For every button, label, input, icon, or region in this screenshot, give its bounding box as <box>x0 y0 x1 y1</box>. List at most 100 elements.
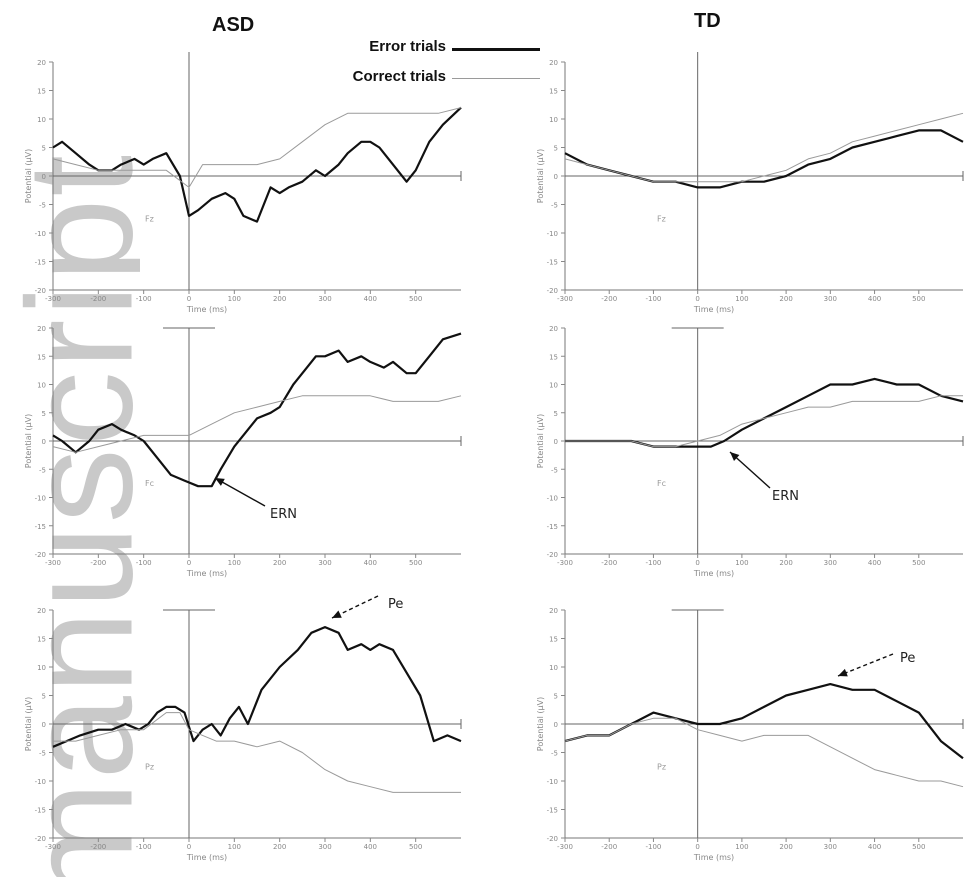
x-tick-label: 500 <box>912 295 925 303</box>
x-tick-label: 300 <box>824 843 837 851</box>
x-tick-label: 200 <box>779 843 792 851</box>
y-tick-label: 5 <box>42 145 46 153</box>
y-tick-label: -20 <box>35 551 46 559</box>
y-tick-label: 15 <box>37 353 46 361</box>
y-tick-label: 0 <box>42 438 46 446</box>
x-tick-label: -100 <box>136 843 152 851</box>
x-axis-label: Time (ms) <box>186 305 227 314</box>
y-tick-label: -20 <box>35 287 46 295</box>
x-tick-label: 300 <box>318 843 331 851</box>
x-tick-label: 100 <box>735 295 748 303</box>
y-tick-label: -20 <box>547 551 558 559</box>
x-tick-label: -100 <box>136 559 152 567</box>
x-axis-label: Time (ms) <box>693 305 734 314</box>
y-axis-label: Potential (µV) <box>24 697 33 751</box>
y-tick-label: 20 <box>549 607 558 615</box>
y-tick-label: -5 <box>551 466 558 474</box>
y-axis-label: Potential (µV) <box>24 149 33 203</box>
x-tick-label: 200 <box>779 295 792 303</box>
x-tick-label: 400 <box>364 843 377 851</box>
x-tick-label: 400 <box>868 295 881 303</box>
y-tick-label: 5 <box>554 410 558 418</box>
y-tick-label: -10 <box>35 230 46 238</box>
x-tick-label: 0 <box>187 559 191 567</box>
annotation-arrow-head <box>215 478 225 486</box>
y-tick-label: -5 <box>551 202 558 210</box>
x-tick-label: 500 <box>409 559 422 567</box>
annotation-label: Pe <box>900 651 915 666</box>
legend-label-error: Error trials <box>369 38 446 55</box>
y-tick-label: 0 <box>554 721 558 729</box>
x-tick-label: 300 <box>318 295 331 303</box>
x-tick-label: -200 <box>601 843 617 851</box>
x-tick-label: 100 <box>228 843 241 851</box>
y-tick-label: -10 <box>547 495 558 503</box>
y-tick-label: 0 <box>554 438 558 446</box>
chart-panel-asd-2: 20 15 10 5 0 -5 -10 -15 -20-300 -200 -100 0 100 200 30… <box>24 325 462 578</box>
y-axis-label: Potential (µV) <box>536 149 545 203</box>
series-line-correct <box>53 712 461 793</box>
series-line-correct <box>564 112 964 183</box>
y-tick-label: 15 <box>549 636 558 644</box>
y-tick-label: -5 <box>551 750 558 758</box>
y-tick-label: -5 <box>39 466 46 474</box>
y-tick-label: -15 <box>35 807 46 815</box>
y-tick-label: 10 <box>37 382 46 390</box>
y-tick-label: -5 <box>39 202 46 210</box>
x-tick-label: -100 <box>645 559 661 567</box>
x-tick-label: 400 <box>868 559 881 567</box>
series-line-error <box>52 625 462 748</box>
x-tick-label: -300 <box>45 559 61 567</box>
y-tick-label: 0 <box>42 173 46 181</box>
y-tick-label: 10 <box>549 664 558 672</box>
group-title-asd: ASD <box>212 14 255 36</box>
x-tick-label: 0 <box>187 843 191 851</box>
y-tick-label: 5 <box>554 693 558 701</box>
electrode-label: Pz <box>657 763 666 772</box>
y-tick-label: 15 <box>549 88 558 96</box>
x-tick-label: 400 <box>868 843 881 851</box>
y-tick-label: -10 <box>35 495 46 503</box>
x-axis-label: Time (ms) <box>186 853 227 862</box>
y-tick-label: -15 <box>547 807 558 815</box>
series-line-correct <box>564 717 964 788</box>
y-tick-label: -10 <box>547 778 558 786</box>
annotation-arrow-shaft <box>837 653 894 677</box>
annotation-arrow-shaft <box>214 477 266 507</box>
y-tick-label: 20 <box>549 59 558 67</box>
y-tick-label: 5 <box>42 693 46 701</box>
series-line-correct <box>52 395 462 453</box>
annotation-arrow-head <box>332 610 342 618</box>
y-tick-label: 15 <box>37 88 46 96</box>
chart-panel-td-3: 20 15 10 5 0 -5 -10 -15 -20-300 -200 -100 0 100 200 30… <box>536 607 964 862</box>
x-tick-label: -300 <box>557 559 573 567</box>
x-axis-label: Time (ms) <box>693 853 734 862</box>
x-tick-label: 200 <box>273 843 286 851</box>
electrode-label: Pz <box>145 763 154 772</box>
x-tick-label: 0 <box>695 843 699 851</box>
series-line-error <box>564 682 964 760</box>
chart-panel-td-1: 20 15 10 5 0 -5 -10 -15 -20-300 -200 -100 0 100 200 30… <box>536 52 964 314</box>
y-tick-label: -20 <box>547 287 558 295</box>
chart-panel-asd-1: 20 15 10 5 0 -5 -10 -15 -20-300 -200 -100 0 100 200 30… <box>24 52 462 314</box>
chart-panel-td-2: 20 15 10 5 0 -5 -10 -15 -20-300 -200 -100 0 100 200 30… <box>536 325 964 578</box>
x-tick-label: 500 <box>409 295 422 303</box>
x-tick-label: 0 <box>695 559 699 567</box>
annotation-arrow-head <box>838 668 848 677</box>
chart-panel-asd-3: 20 15 10 5 0 -5 -10 -15 -20-300 -200 -100 0 100 200 30… <box>24 595 462 862</box>
y-tick-label: 0 <box>42 721 46 729</box>
annotation-label: Pe <box>388 597 403 612</box>
legend-line-error <box>452 48 540 51</box>
x-tick-label: 400 <box>364 559 377 567</box>
x-tick-label: -300 <box>557 843 573 851</box>
annotation-label: ERN <box>270 507 297 522</box>
x-tick-label: 100 <box>228 295 241 303</box>
y-tick-label: 10 <box>549 116 558 124</box>
series-line-correct <box>565 395 963 448</box>
y-tick-label: -10 <box>547 230 558 238</box>
y-tick-label: 5 <box>42 410 46 418</box>
electrode-label: Fc <box>145 479 154 488</box>
x-tick-label: 200 <box>273 559 286 567</box>
y-tick-label: 5 <box>554 145 558 153</box>
